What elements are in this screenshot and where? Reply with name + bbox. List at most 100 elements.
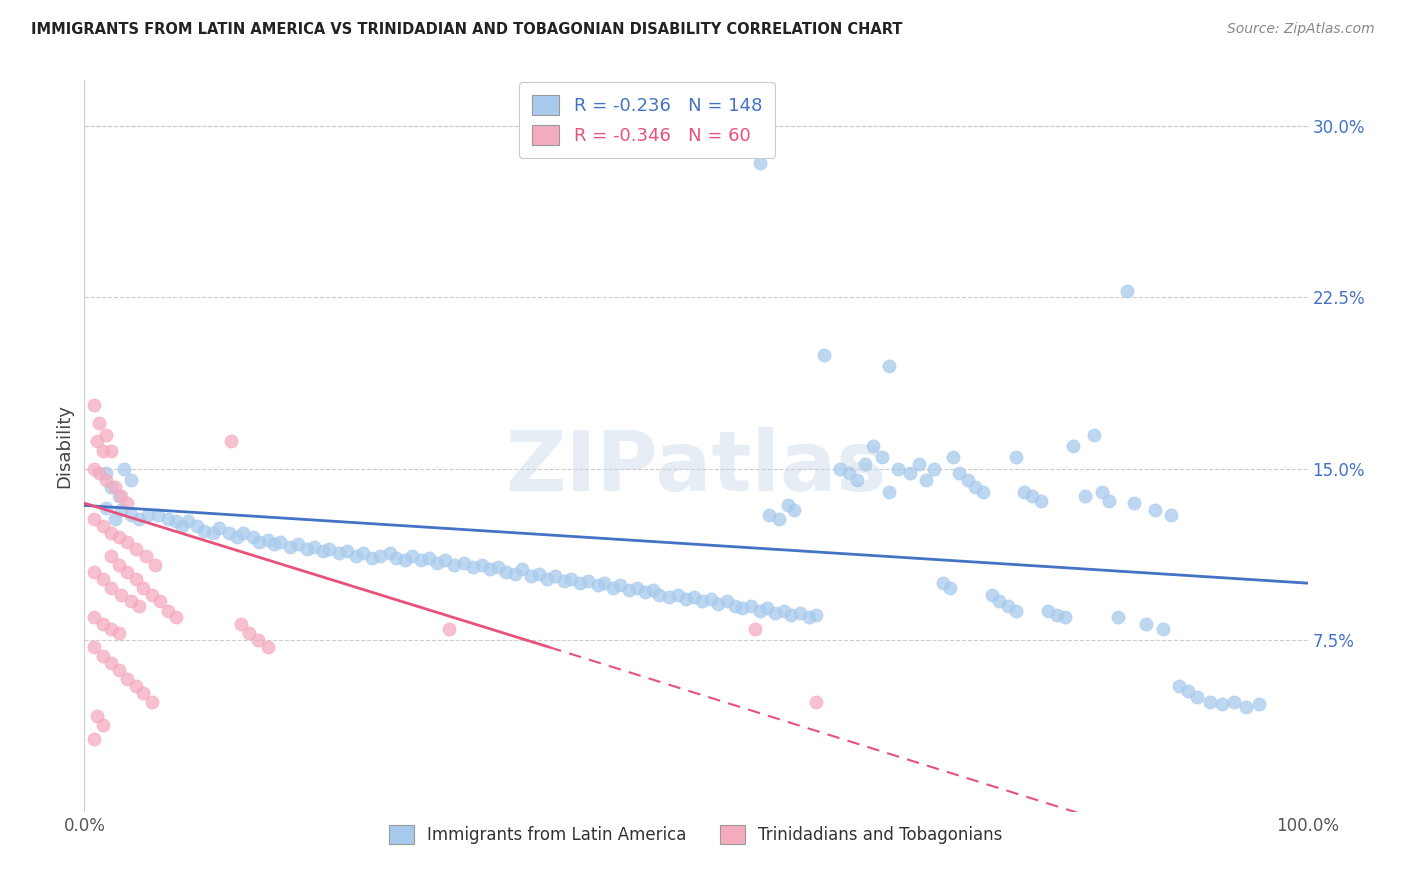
Point xyxy=(208,521,231,535)
Point xyxy=(115,672,138,686)
Point xyxy=(409,553,432,567)
Point xyxy=(401,549,423,563)
Point xyxy=(963,480,986,494)
Point xyxy=(87,467,110,481)
Point xyxy=(83,565,105,579)
Point xyxy=(115,535,138,549)
Point xyxy=(789,606,811,620)
Point xyxy=(862,439,884,453)
Point xyxy=(394,553,416,567)
Point xyxy=(91,572,114,586)
Point xyxy=(104,512,127,526)
Point xyxy=(907,458,929,472)
Point xyxy=(125,679,148,693)
Point xyxy=(87,416,110,430)
Point xyxy=(86,434,108,449)
Point xyxy=(682,590,704,604)
Point xyxy=(633,585,655,599)
Point xyxy=(120,508,142,522)
Point xyxy=(91,718,114,732)
Point xyxy=(318,541,340,556)
Point xyxy=(83,512,105,526)
Point xyxy=(1021,489,1043,503)
Point xyxy=(128,599,150,613)
Point xyxy=(120,594,142,608)
Text: IMMIGRANTS FROM LATIN AMERICA VS TRINIDADIAN AND TOBAGONIAN DISABILITY CORRELATI: IMMIGRANTS FROM LATIN AMERICA VS TRINIDA… xyxy=(31,22,903,37)
Point xyxy=(748,604,770,618)
Point xyxy=(226,530,249,544)
Point xyxy=(434,553,457,567)
Point xyxy=(1211,698,1233,712)
Point xyxy=(553,574,575,588)
Point xyxy=(568,576,591,591)
Point xyxy=(336,544,359,558)
Point xyxy=(141,695,163,709)
Point xyxy=(385,551,408,566)
Point xyxy=(1160,508,1182,522)
Point xyxy=(257,533,280,547)
Point xyxy=(1029,494,1052,508)
Point xyxy=(536,572,558,586)
Point xyxy=(586,578,609,592)
Point xyxy=(232,525,254,540)
Point xyxy=(1083,427,1105,442)
Point xyxy=(609,578,631,592)
Point xyxy=(453,556,475,570)
Point xyxy=(1062,439,1084,453)
Point xyxy=(426,556,449,570)
Point xyxy=(132,686,155,700)
Point xyxy=(813,347,835,362)
Point xyxy=(988,594,1011,608)
Point xyxy=(755,601,778,615)
Point xyxy=(312,544,335,558)
Point xyxy=(797,610,820,624)
Point xyxy=(1005,450,1028,465)
Point xyxy=(104,480,127,494)
Point xyxy=(360,551,382,566)
Point xyxy=(932,576,955,591)
Point xyxy=(1091,484,1114,499)
Point xyxy=(1152,622,1174,636)
Point xyxy=(418,551,440,566)
Point xyxy=(870,450,893,465)
Point xyxy=(242,530,264,544)
Point xyxy=(107,489,129,503)
Point xyxy=(149,594,172,608)
Point xyxy=(544,569,567,583)
Point xyxy=(165,515,187,529)
Point xyxy=(783,503,806,517)
Point xyxy=(100,656,122,670)
Point xyxy=(100,549,122,563)
Point xyxy=(344,549,367,563)
Point xyxy=(135,549,157,563)
Point xyxy=(602,581,624,595)
Point xyxy=(731,601,754,615)
Point xyxy=(263,537,285,551)
Text: Source: ZipAtlas.com: Source: ZipAtlas.com xyxy=(1227,22,1375,37)
Point xyxy=(853,458,876,472)
Point xyxy=(915,473,938,487)
Point xyxy=(924,462,946,476)
Point xyxy=(177,515,200,529)
Point xyxy=(110,489,132,503)
Point xyxy=(238,626,260,640)
Point xyxy=(380,546,402,560)
Point xyxy=(156,604,179,618)
Point xyxy=(110,588,132,602)
Point xyxy=(520,569,543,583)
Point xyxy=(115,565,138,579)
Point xyxy=(1122,496,1144,510)
Point xyxy=(146,508,169,522)
Point xyxy=(776,499,799,513)
Point xyxy=(948,467,970,481)
Point xyxy=(846,473,869,487)
Point xyxy=(1223,695,1246,709)
Point xyxy=(107,626,129,640)
Point xyxy=(699,592,721,607)
Point xyxy=(898,467,921,481)
Legend: Immigrants from Latin America, Trinidadians and Tobagonians: Immigrants from Latin America, Trinidadi… xyxy=(382,818,1010,851)
Point xyxy=(143,558,166,572)
Point xyxy=(830,462,852,476)
Point xyxy=(648,588,671,602)
Point xyxy=(110,503,132,517)
